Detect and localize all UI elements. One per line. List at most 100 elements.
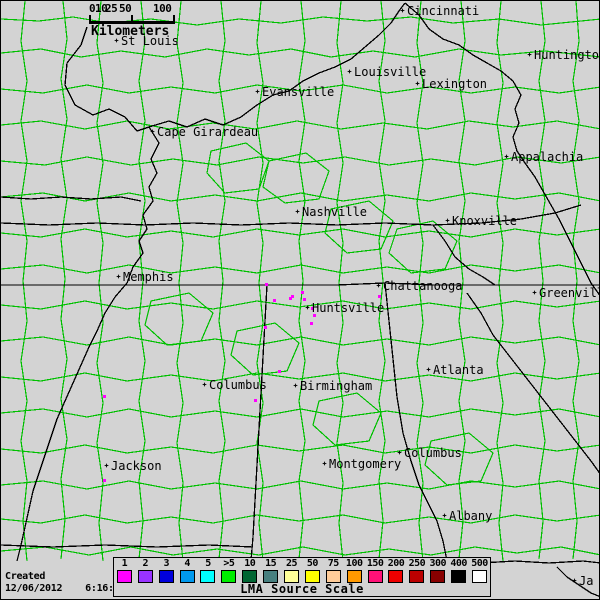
city-dot-icon [254, 88, 261, 95]
city-dot-icon [292, 382, 299, 389]
legend-entry-15[interactable]: 15 [260, 558, 281, 583]
scale-tick-50: 50 [119, 2, 132, 15]
legend-entry-10[interactable]: 10 [239, 558, 260, 583]
city-dot-icon [294, 208, 301, 215]
legend-entry-200[interactable]: 200 [386, 558, 407, 583]
legend-color-swatch [388, 570, 404, 583]
scale-bar-tick-mid [131, 15, 133, 24]
lma-source-point [264, 326, 267, 329]
legend-panel[interactable]: 1 2 3 4 5 >5 10 15 25 50 75 100 150 200 250 300 400 500 L… [113, 557, 491, 597]
city-label: Albany [449, 509, 493, 523]
legend-entry-label: 5 [205, 558, 211, 569]
legend-entry-label: 300 [429, 558, 447, 569]
legend-color-swatch [284, 570, 300, 583]
legend-entry-300[interactable]: 300 [427, 558, 448, 583]
city-label: Appalachia [511, 150, 584, 164]
city-label: Ja [579, 574, 594, 588]
legend-entry-2[interactable]: 2 [135, 558, 156, 583]
lma-source-point [103, 479, 106, 482]
city-label: Knoxville [452, 214, 518, 228]
legend-color-swatch [304, 570, 320, 583]
city-dot-icon [526, 51, 533, 58]
legend-color-swatch [451, 570, 467, 583]
lma-source-point [273, 299, 276, 302]
legend-entry-400[interactable]: 400 [448, 558, 469, 583]
lma-source-point [289, 297, 292, 300]
scale-tick-0: 0 [89, 2, 96, 15]
city-label: Chattanooga [383, 279, 463, 293]
lma-source-point [311, 307, 314, 310]
city-dot-icon [103, 462, 110, 469]
legend-entry-100[interactable]: 100 [344, 558, 365, 583]
city-label: Atlanta [433, 363, 484, 377]
created-time: 6:16:18 [85, 583, 126, 594]
city-label: Cape Girardeau [157, 125, 259, 139]
legend-entry-label: 3 [163, 558, 169, 569]
lma-source-point [310, 322, 313, 325]
legend-entry-5[interactable]: 5 [198, 558, 219, 583]
legend-entry-1[interactable]: 1 [114, 558, 135, 583]
city-label: Nashville [302, 205, 368, 219]
city-label: Columbus [404, 446, 462, 460]
scale-tick-100: 100 [153, 2, 172, 15]
city-label: St Louis [121, 34, 179, 48]
legend-entry-label: 10 [244, 558, 256, 569]
city-dot-icon [571, 577, 578, 584]
legend-entry-4[interactable]: 4 [177, 558, 198, 583]
scale-tick-10: 10 [95, 2, 108, 15]
legend-color-swatch [409, 570, 425, 583]
scale-bar-tick-end [173, 15, 175, 24]
legend-entry-250[interactable]: 250 [406, 558, 427, 583]
city-label: Huntsville [312, 301, 385, 315]
lma-source-point [303, 298, 306, 301]
city-label: Cincinnati [407, 4, 480, 18]
city-dot-icon [346, 68, 353, 75]
created-datetime: 12/06/2012 6:16:18 [5, 583, 125, 595]
city-dot-icon [304, 304, 311, 311]
legend-entry-500[interactable]: 500 [469, 558, 490, 583]
scale-bar-tick-start [89, 15, 91, 24]
city-dot-icon [503, 153, 510, 160]
legend-entry-label: 4 [184, 558, 190, 569]
city-dot-icon [531, 289, 538, 296]
legend-entry-label: 150 [366, 558, 384, 569]
legend-entry-75[interactable]: 75 [323, 558, 344, 583]
legend-entry-50[interactable]: 50 [302, 558, 323, 583]
legend-color-swatch [430, 570, 446, 583]
legend-color-swatch [200, 570, 216, 583]
city-label: Montgomery [329, 457, 402, 471]
legend-entry-label: 25 [286, 558, 298, 569]
city-label: Memphis [123, 270, 174, 284]
legend-entry-label: 250 [408, 558, 426, 569]
legend-entry-label: 75 [327, 558, 340, 569]
legend-color-swatch [263, 570, 279, 583]
lma-source-point [103, 395, 106, 398]
scale-tick-25: 25 [105, 2, 118, 15]
legend-entry-3[interactable]: 3 [156, 558, 177, 583]
legend-color-swatch [221, 570, 237, 583]
legend-entry-label: 500 [471, 558, 488, 569]
lma-source-point [313, 314, 316, 317]
legend-entry-label: >5 [223, 558, 235, 569]
created-label: Created [5, 571, 46, 582]
city-dot-icon [441, 512, 448, 519]
legend-color-swatch [242, 570, 258, 583]
legend-entry-25[interactable]: 25 [281, 558, 302, 583]
city-label: Birmingham [300, 379, 373, 393]
city-label: Huntington [534, 48, 600, 62]
legend-entry-label: 100 [345, 558, 363, 569]
scale-bar-ticks: 0 10 25 50 100 [89, 3, 179, 15]
city-label: Louisville [354, 65, 427, 79]
legend-entry-150[interactable]: 150 [365, 558, 386, 583]
lma-source-point [254, 399, 257, 402]
scale-bar-label: Kilometers [91, 24, 170, 39]
city-dot-icon [399, 7, 406, 14]
legend-color-swatch [367, 570, 383, 583]
city-label: Lexington [422, 77, 488, 91]
legend-entry-label: 200 [387, 558, 405, 569]
legend-title: LMA Source Scale [240, 582, 364, 596]
city-dot-icon [444, 217, 451, 224]
legend-entry-gt5[interactable]: >5 [218, 558, 239, 583]
